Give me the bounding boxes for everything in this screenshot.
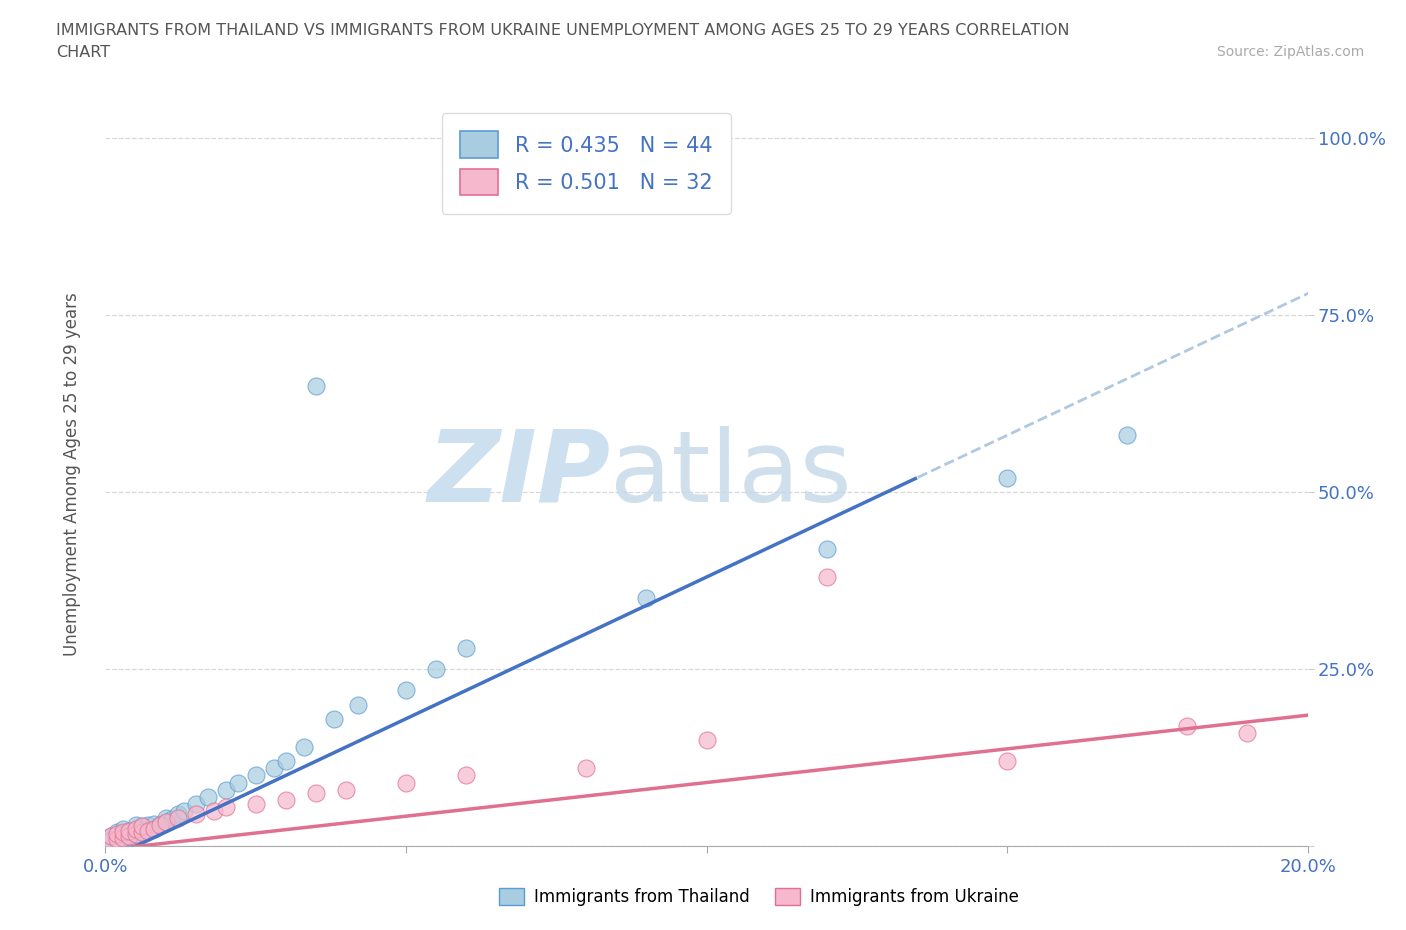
Y-axis label: Unemployment Among Ages 25 to 29 years: Unemployment Among Ages 25 to 29 years	[63, 292, 82, 657]
Point	[100, 831, 122, 846]
Point	[148, 817, 170, 832]
Point	[166, 807, 188, 822]
Point	[454, 641, 477, 656]
Point	[226, 775, 249, 790]
Point	[274, 754, 297, 769]
Point	[131, 825, 153, 840]
Point	[214, 800, 236, 815]
Point	[142, 817, 165, 831]
Point	[124, 821, 146, 836]
Point	[118, 830, 141, 845]
Text: Source: ZipAtlas.com: Source: ZipAtlas.com	[1216, 45, 1364, 59]
Point	[112, 826, 135, 841]
Point	[112, 821, 135, 836]
Point	[214, 782, 236, 797]
Point	[112, 831, 135, 846]
Point	[263, 761, 285, 776]
Point	[131, 819, 153, 834]
Point	[454, 768, 477, 783]
Point	[202, 804, 225, 818]
Text: IMMIGRANTS FROM THAILAND VS IMMIGRANTS FROM UKRAINE UNEMPLOYMENT AMONG AGES 25 T: IMMIGRANTS FROM THAILAND VS IMMIGRANTS F…	[56, 23, 1070, 38]
Point	[107, 833, 129, 848]
Point	[815, 541, 838, 556]
Text: CHART: CHART	[56, 45, 110, 60]
Point	[136, 823, 159, 838]
Point	[305, 786, 328, 801]
Point	[1236, 725, 1258, 740]
Point	[995, 754, 1018, 769]
Point	[118, 823, 141, 838]
Point	[148, 817, 170, 832]
Point	[124, 821, 146, 836]
Point	[197, 790, 219, 804]
Point	[155, 814, 177, 829]
Point	[245, 796, 267, 811]
Point	[335, 782, 357, 797]
Point	[696, 733, 718, 748]
Point	[155, 811, 177, 826]
Point	[322, 711, 344, 726]
Point	[155, 814, 177, 829]
Point	[142, 821, 165, 836]
Point	[100, 829, 122, 844]
Point	[305, 379, 328, 393]
Point	[184, 796, 207, 811]
Point	[395, 683, 418, 698]
Point	[184, 807, 207, 822]
Point	[425, 662, 447, 677]
Point	[118, 829, 141, 844]
Point	[112, 830, 135, 845]
Point	[124, 826, 146, 841]
Point	[124, 817, 146, 832]
Point	[124, 826, 146, 841]
Point	[395, 775, 418, 790]
Point	[112, 825, 135, 840]
Point	[160, 812, 183, 827]
Text: ZIP: ZIP	[427, 426, 610, 523]
Point	[136, 823, 159, 838]
Point	[815, 569, 838, 584]
Point	[118, 829, 141, 844]
Point	[245, 768, 267, 783]
Point	[1116, 428, 1139, 443]
Point	[131, 825, 153, 840]
Point	[100, 833, 122, 848]
Point	[107, 831, 129, 846]
Point	[107, 825, 129, 840]
Point	[347, 698, 370, 712]
Point	[107, 830, 129, 845]
Point	[995, 471, 1018, 485]
Point	[1175, 718, 1198, 733]
Point	[136, 817, 159, 832]
Point	[142, 821, 165, 836]
Point	[131, 819, 153, 834]
Text: atlas: atlas	[610, 426, 852, 523]
Point	[274, 792, 297, 807]
Point	[575, 761, 598, 776]
Point	[173, 804, 195, 818]
Point	[118, 823, 141, 838]
Legend: Immigrants from Thailand, Immigrants from Ukraine: Immigrants from Thailand, Immigrants fro…	[492, 881, 1026, 912]
Legend: R = 0.435   N = 44, R = 0.501   N = 32: R = 0.435 N = 44, R = 0.501 N = 32	[441, 113, 731, 214]
Point	[166, 811, 188, 826]
Point	[292, 739, 315, 754]
Point	[107, 826, 129, 841]
Point	[100, 829, 122, 844]
Point	[636, 591, 658, 605]
